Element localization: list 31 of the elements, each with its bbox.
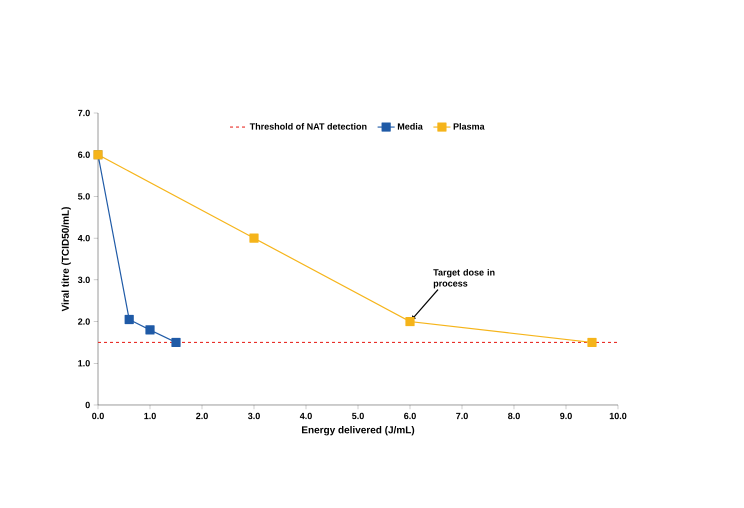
x-tick-label: 8.0 [508, 412, 520, 420]
x-tick-label: 0.0 [92, 412, 104, 420]
x-tick-label: 3.0 [248, 412, 260, 420]
annotation: Target dose in process [433, 268, 494, 288]
x-tick-label: 6.0 [404, 412, 416, 420]
y-tick-label: 1.0 [78, 360, 90, 366]
y-tick-label: 2.0 [78, 318, 90, 325]
x-tick-label: 5.0 [352, 412, 364, 420]
y-tick-label: 5.0 [78, 193, 90, 200]
point [145, 325, 155, 335]
y-tick-label: 0 [86, 402, 90, 408]
x-axis-title: Energy delivered (J/mL) [302, 426, 414, 436]
y-tick-label: 7.0 [78, 110, 90, 116]
point [171, 338, 181, 348]
x-tick-label: 7.0 [456, 412, 468, 420]
y-tick-label: 4.0 [78, 234, 90, 242]
x-tick-label: 1.0 [144, 412, 156, 420]
x-tick-label: 4.0 [300, 412, 312, 420]
x-tick-label: 2.0 [196, 412, 208, 420]
point [124, 314, 134, 324]
point [587, 338, 597, 348]
legend-label: Media [398, 123, 423, 130]
point [249, 234, 259, 243]
legend-label: Plasma [454, 123, 485, 130]
point [405, 316, 415, 326]
y-tick-label: 3.0 [78, 276, 90, 284]
y-tick-label: 6.0 [78, 152, 90, 158]
x-tick-label: 10.0 [610, 412, 626, 420]
y-axis-title: Viral titre (TCID50/mL) [62, 207, 71, 312]
x-tick-label: 9.0 [560, 412, 572, 420]
legend-label: Threshold of NAT detection [250, 123, 366, 130]
